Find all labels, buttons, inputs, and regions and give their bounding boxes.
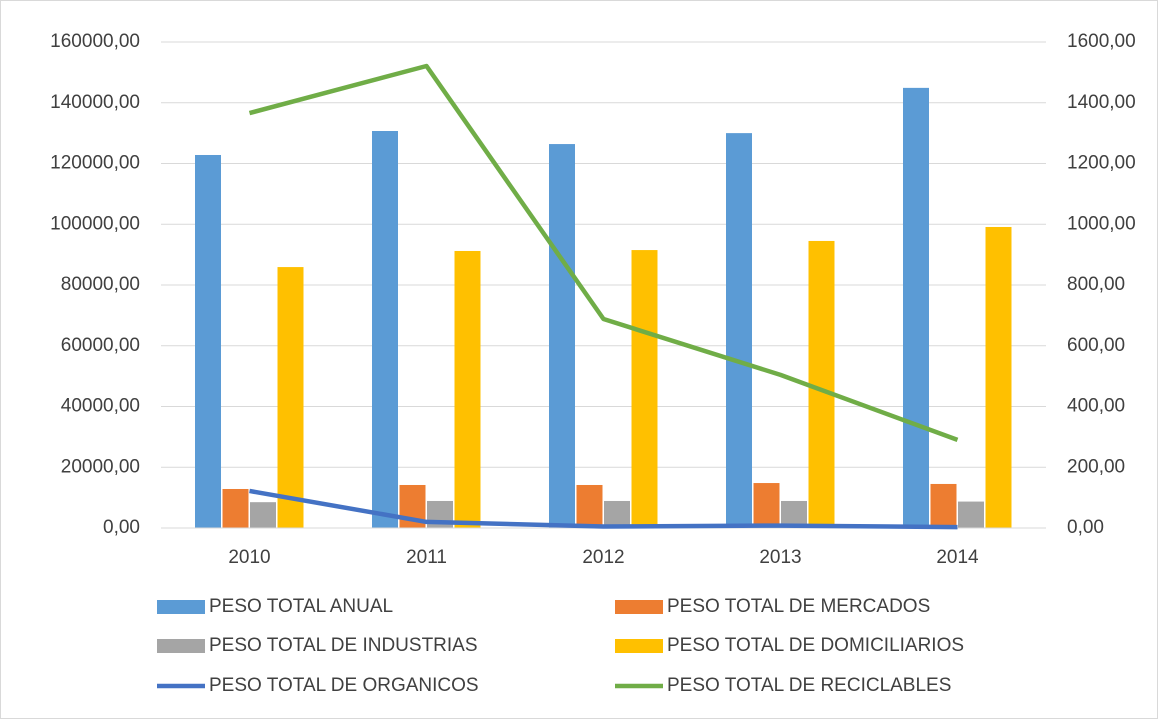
- y2-tick-label: 1400,00: [1067, 92, 1136, 113]
- bar: [631, 250, 658, 528]
- legend-swatch: [615, 600, 663, 614]
- legend-label: PESO TOTAL ANUAL: [209, 596, 393, 617]
- bar: [549, 144, 575, 528]
- legend-label: PESO TOTAL DE INDUSTRIAS: [209, 635, 478, 656]
- line: [249, 488, 958, 530]
- x-tick-label: 2012: [582, 547, 624, 568]
- y-tick-label: 60000,00: [61, 335, 140, 356]
- x-tick-label: 2014: [936, 547, 979, 568]
- legend-swatch: [157, 600, 205, 614]
- bar: [222, 488, 249, 528]
- y-tick-label: 100000,00: [50, 213, 140, 234]
- y-tick-label: 80000,00: [61, 274, 140, 295]
- y-tick-label: 120000,00: [50, 153, 140, 174]
- y2-tick-label: 600,00: [1067, 335, 1125, 356]
- bar: [985, 226, 1012, 528]
- legend-label: PESO TOTAL DE RECICLABLES: [667, 675, 951, 696]
- legend-swatch: [615, 639, 663, 653]
- x-tick-label: 2010: [228, 547, 270, 568]
- bar: [903, 87, 929, 529]
- legend-swatch: [157, 639, 205, 653]
- bar: [277, 267, 304, 528]
- y2-tick-label: 1600,00: [1067, 31, 1136, 52]
- bar: [958, 501, 984, 528]
- y2-tick-label: 1200,00: [1067, 153, 1136, 174]
- bar: [930, 483, 957, 528]
- y-tick-label: 40000,00: [61, 396, 140, 417]
- legend-label: PESO TOTAL DE DOMICILIARIOS: [667, 635, 964, 656]
- legend-label: PESO TOTAL DE ORGANICOS: [209, 675, 479, 696]
- y2-tick-label: 800,00: [1067, 274, 1125, 295]
- y2-tick-label: 0,00: [1067, 517, 1104, 538]
- x-tick-label: 2013: [759, 547, 801, 568]
- y2-tick-label: 400,00: [1067, 396, 1125, 417]
- bar: [753, 483, 780, 528]
- y2-tick-label: 200,00: [1067, 456, 1125, 477]
- y-tick-label: 140000,00: [50, 92, 140, 113]
- y-tick-label: 160000,00: [50, 31, 140, 52]
- bar: [250, 502, 276, 528]
- y-tick-label: 20000,00: [61, 456, 140, 477]
- bar: [195, 154, 221, 528]
- legend-label: PESO TOTAL DE MERCADOS: [667, 596, 930, 617]
- bar: [454, 250, 481, 529]
- bar: [726, 133, 752, 528]
- y2-tick-label: 1000,00: [1067, 213, 1136, 234]
- x-tick-label: 2011: [406, 547, 447, 568]
- line: [248, 63, 959, 443]
- y-tick-label: 0,00: [103, 517, 140, 538]
- bar: [576, 484, 603, 528]
- bar: [372, 130, 398, 528]
- bar: [604, 500, 630, 528]
